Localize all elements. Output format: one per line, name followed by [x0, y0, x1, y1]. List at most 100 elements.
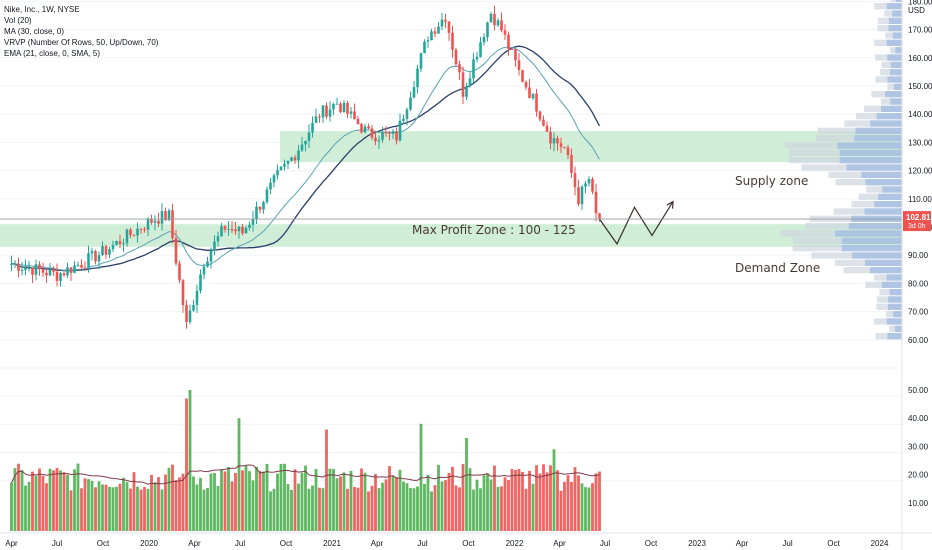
volume-bar: [542, 464, 545, 531]
volume-bar: [122, 477, 125, 531]
candle: [101, 241, 104, 256]
candle: [374, 130, 377, 146]
candle: [118, 234, 122, 248]
volume-bar: [150, 474, 153, 531]
candle-body: [76, 264, 80, 266]
volume-bar: [216, 486, 220, 531]
volume-bar: [563, 481, 566, 531]
candle: [398, 113, 402, 142]
candle-body: [500, 20, 503, 31]
candle: [559, 137, 563, 153]
candle: [251, 211, 255, 232]
legend-volume[interactable]: Vol (20): [4, 16, 32, 25]
legend-symbol[interactable]: Nike, Inc., 1W, NYSE: [4, 5, 80, 14]
candle: [262, 200, 265, 214]
candle-body: [360, 124, 363, 133]
candle-body: [251, 219, 255, 225]
volume-bar: [188, 390, 192, 531]
candle: [132, 234, 136, 237]
candle: [510, 48, 514, 51]
volume-bar: [496, 486, 500, 531]
candle: [437, 21, 440, 34]
candle-body: [94, 251, 97, 262]
legend-vrvp[interactable]: VRVP (Number Of Rows, 50, Up/Down, 70): [4, 38, 159, 47]
candle: [311, 116, 314, 138]
time-tick-label: Jul: [600, 539, 610, 548]
candle-body: [101, 246, 104, 256]
volume-bar: [290, 489, 293, 531]
volume-bar: [444, 480, 447, 531]
candle-body: [293, 157, 297, 161]
profile-row-up: [835, 230, 902, 237]
candle: [304, 140, 307, 152]
candle-body: [199, 274, 202, 291]
candle-body: [290, 157, 293, 161]
candle: [528, 78, 531, 99]
volume-bar: [381, 482, 384, 531]
price-tick-label: 80.00: [908, 279, 929, 288]
candle-body: [458, 64, 461, 73]
candle-body: [430, 31, 433, 41]
volume-bar: [395, 476, 398, 531]
volume-bar: [237, 418, 241, 531]
legend-ema[interactable]: EMA (21, close, 0, SMA, 5): [4, 49, 101, 58]
volume-bar: [62, 472, 66, 531]
candle-body: [573, 173, 577, 188]
candle: [297, 144, 300, 169]
candle: [349, 106, 353, 119]
volume-bar: [524, 488, 528, 531]
candle: [94, 249, 97, 265]
candle-body: [559, 143, 563, 147]
volume-bar: [475, 479, 479, 531]
candle-body: [580, 186, 584, 205]
profile-row-up: [852, 252, 902, 259]
time-tick-label: 2022: [506, 539, 524, 548]
candle-body: [419, 53, 423, 69]
candle-body: [265, 189, 269, 203]
candle: [381, 126, 384, 143]
volume-bar: [437, 464, 440, 531]
candle: [272, 173, 276, 188]
candle: [59, 271, 62, 287]
volume-bar: [48, 468, 52, 531]
candle-body: [535, 93, 538, 112]
volume-bar: [559, 490, 563, 531]
profile-row-up: [865, 259, 902, 266]
volume-bar: [227, 466, 230, 531]
profile-row-up: [890, 69, 902, 76]
legend-ma[interactable]: MA (30, close, 0): [4, 27, 65, 36]
profile-row-up: [892, 10, 902, 17]
candle: [360, 122, 363, 134]
candle-body: [437, 26, 440, 34]
currency-label: USD: [908, 6, 925, 15]
candle-body: [549, 131, 552, 144]
volume-bar: [454, 485, 458, 531]
price-tick-label: 70.00: [908, 308, 929, 317]
volume-bar: [160, 489, 164, 531]
candle: [185, 299, 188, 329]
candle: [38, 261, 41, 276]
candle-body: [192, 304, 195, 311]
candle: [244, 225, 248, 234]
volume-bar: [269, 491, 272, 531]
candle-body: [164, 211, 167, 221]
volume-bar: [223, 471, 227, 531]
volume-bar: [17, 463, 20, 531]
price-tag-countdown: 3d 0h: [908, 223, 926, 230]
volume-bar: [31, 471, 34, 531]
candle: [514, 48, 517, 67]
profile-row-up: [874, 200, 902, 208]
volume-bar: [115, 486, 118, 531]
volume-bar: [356, 487, 360, 531]
volume-bar: [545, 472, 549, 531]
volume-bar: [360, 468, 363, 531]
volume-bar: [528, 470, 531, 531]
candle-body: [111, 244, 115, 250]
candle: [279, 165, 283, 171]
profile-row-up: [892, 32, 902, 39]
volume-tick-label: 50.00: [908, 386, 929, 395]
profile-row-up: [886, 318, 902, 325]
time-tick-label: 2021: [323, 539, 341, 548]
volume-bar: [409, 488, 412, 531]
